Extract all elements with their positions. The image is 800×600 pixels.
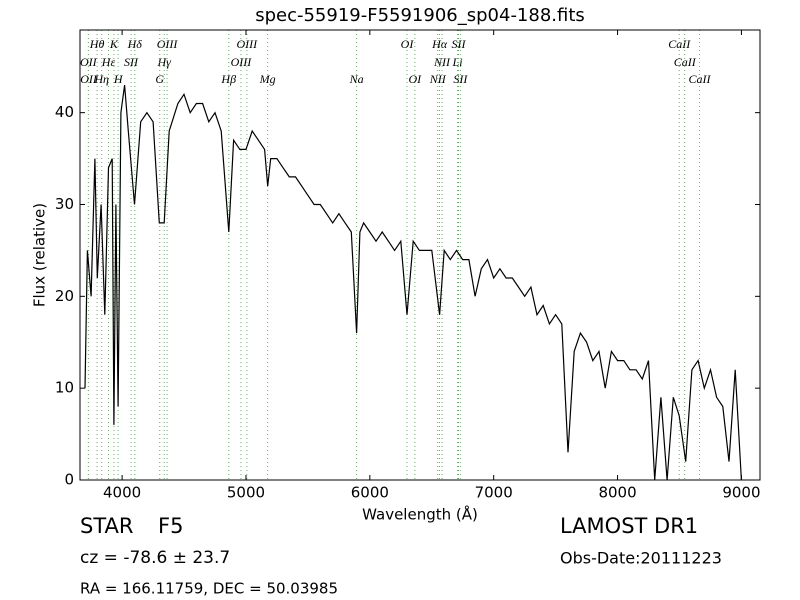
spectral-line-label: Hβ [220, 72, 236, 86]
spectral-line-label: CaII [668, 37, 691, 51]
y-tick-label: 30 [55, 195, 74, 213]
spectral-line-label: OI [401, 37, 415, 51]
x-tick-label: 9000 [722, 484, 760, 502]
spectrum-line [84, 85, 742, 481]
y-tick-label: 10 [55, 379, 74, 397]
spectral-line-label: H [113, 72, 124, 86]
class-label: STAR [80, 514, 133, 538]
survey-label: LAMOST DR1 [560, 514, 698, 538]
spectral-line-label: OIII [237, 37, 259, 51]
x-tick-label: 7000 [475, 484, 513, 502]
x-axis-label: Wavelength (Å) [362, 505, 478, 524]
spectral-line-label: Na [349, 72, 364, 86]
spectral-line-label: OII [80, 72, 98, 86]
coords-label: RA = 166.11759, DEC = 50.03985 [80, 580, 338, 598]
spectral-line-label: G [155, 72, 164, 86]
spectral-line-label: OII [80, 55, 98, 69]
spectral-line-label: SII [124, 55, 139, 69]
subclass-label: F5 [158, 514, 183, 538]
spectral-line-label: K [109, 37, 119, 51]
spectral-line-label: Hθ [89, 37, 105, 51]
spectral-line-label: NII [433, 55, 451, 69]
chart-title: spec-55919-F5591906_sp04-188.fits [255, 5, 585, 26]
spectral-line-label: Hδ [127, 37, 143, 51]
spectral-line-label: SII [452, 37, 467, 51]
x-tick-label: 8000 [598, 484, 636, 502]
spectral-line-label: Hε [101, 55, 116, 69]
x-tick-label: 4000 [103, 484, 141, 502]
spectral-line-label: Li [452, 55, 463, 69]
spectral-line-label: SII [453, 72, 468, 86]
spectral-line-label: NII [429, 72, 447, 86]
spectral-line-label: Hγ [157, 55, 172, 69]
spectral-line-label: CaII [674, 55, 697, 69]
spectral-line-label: CaII [689, 72, 712, 86]
redshift-label: cz = -78.6 ± 23.7 [80, 548, 230, 568]
spectral-line-label: Hα [431, 37, 448, 51]
spectral-line-label: OI [408, 72, 422, 86]
spectral-line-label: Hη [93, 72, 109, 86]
x-tick-label: 6000 [351, 484, 389, 502]
spectral-line-label: Mg [259, 72, 276, 86]
y-axis-label: Flux (relative) [31, 203, 49, 307]
obs-date-label: Obs-Date:20111223 [560, 549, 722, 568]
y-tick-label: 0 [64, 471, 74, 489]
y-tick-label: 20 [55, 287, 74, 305]
spectral-line-label: OIII [231, 55, 253, 69]
x-tick-label: 5000 [227, 484, 265, 502]
y-tick-label: 40 [55, 103, 74, 121]
plot-frame [79, 29, 761, 481]
spectral-line-label: OIII [157, 37, 179, 51]
